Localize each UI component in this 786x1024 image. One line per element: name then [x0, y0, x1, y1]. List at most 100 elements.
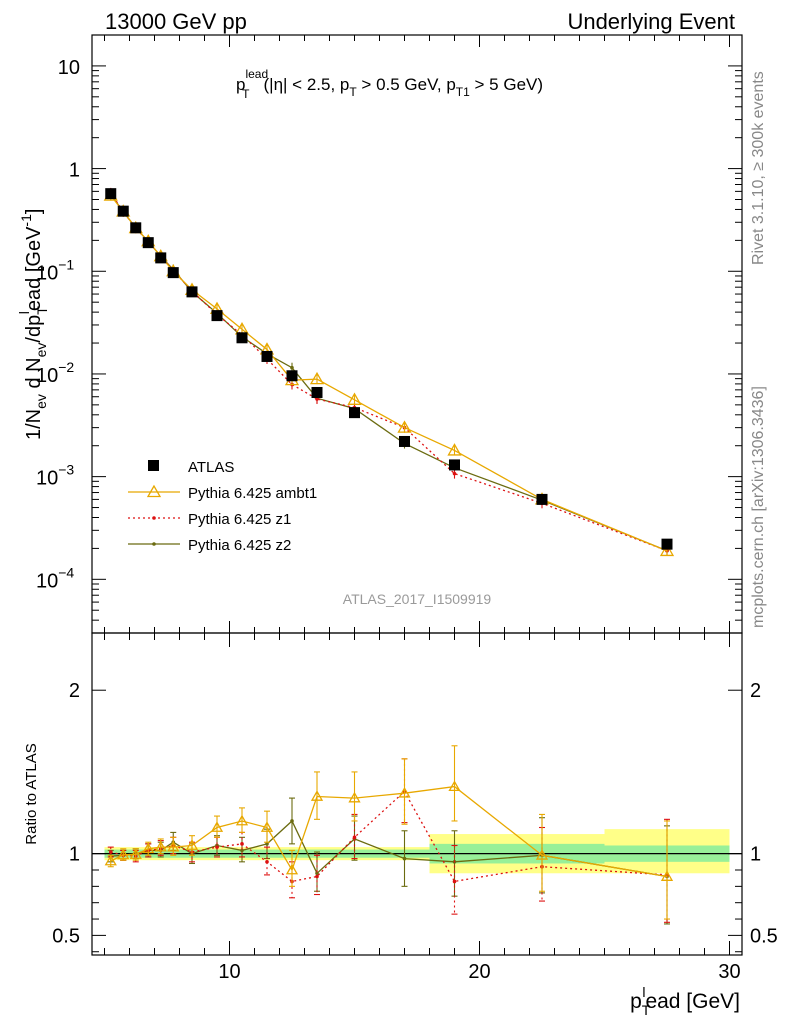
- ylabel-ev: ev: [33, 394, 49, 409]
- atlas-marker: [155, 252, 167, 264]
- main-y-tick-labels: 10 1 10−1 10−2 10−3 10−4: [36, 57, 80, 592]
- z1-marker: [265, 860, 269, 864]
- ambt1-marker: [146, 484, 162, 498]
- z1-marker: [452, 471, 457, 476]
- main-y-tick-label: 10−1: [36, 256, 74, 284]
- ratio-y-tick-label-right: 1: [750, 844, 761, 866]
- ambt1-marker: [347, 392, 362, 405]
- ambt1-marker: [660, 870, 674, 881]
- ratio-x-axis-label: pTlead [GeV]: [630, 984, 740, 1018]
- ylabel-e: ]: [23, 209, 45, 215]
- ratio-y-tick-label: 0.5: [52, 925, 80, 947]
- xlabel-T: T: [642, 1002, 651, 1018]
- main-y-tick-label: 10: [58, 57, 80, 79]
- ambt1-marker: [659, 543, 675, 557]
- atlas-marker: [117, 205, 129, 217]
- ratio-y-tick-label: 2: [69, 680, 80, 702]
- header-right: Underlying Event: [567, 9, 735, 34]
- ambt1-marker: [185, 839, 199, 850]
- ylabel-T: T: [34, 306, 50, 315]
- ylabel-b: d N: [23, 357, 45, 394]
- ylabel-a: 1/N: [23, 409, 45, 440]
- z1-marker: [315, 874, 319, 879]
- ratio-x-tick-label: 20: [468, 961, 490, 983]
- title-body1: (|η| < 2.5, p: [264, 75, 350, 94]
- main-series-layer: [103, 187, 675, 557]
- ylabel-ev2: ev: [33, 343, 49, 358]
- ratio-tick-labels: 2 2 1 1 0.5 0.5 10 20 30: [52, 680, 778, 983]
- z2-marker: [290, 365, 294, 370]
- atlas-marker: [130, 222, 142, 234]
- atlas-marker: [661, 538, 673, 550]
- ambt1-marker: [398, 786, 411, 798]
- legend-atlas-swatch: [148, 460, 159, 471]
- atlas-marker: [105, 188, 117, 200]
- legend: ATLAS Pythia 6.425 ambt1 Pythia 6.425 z1 Py…: [128, 459, 317, 554]
- title-body2: > 0.5 GeV, p: [357, 75, 456, 94]
- ylabel-m1: -1: [18, 214, 34, 227]
- title-p: p: [236, 75, 245, 94]
- ambt1-marker: [117, 848, 130, 860]
- atlas-marker: [349, 407, 360, 419]
- ambt1-marker: [448, 780, 461, 792]
- z1-marker: [215, 845, 219, 849]
- main-y-tick-label: 10−4: [36, 564, 74, 592]
- ratio-x-tick-label: 10: [218, 961, 240, 983]
- atlas-marker: [399, 435, 410, 447]
- main-title: plead T (|η| < 2.5, pT > 0.5 GeV, pT1 > 5 …: [236, 67, 543, 101]
- z2-marker: [152, 542, 156, 546]
- header-left: 13000 GeV pp: [105, 9, 247, 34]
- ambt1-marker: [310, 790, 324, 801]
- atlas-marker: [286, 370, 298, 382]
- main-y-tick-label: 1: [69, 160, 80, 182]
- ratio-x-tick-label: 30: [718, 961, 740, 983]
- z2-marker: [240, 848, 244, 853]
- ylabel-d: ead [GeV: [23, 226, 45, 311]
- ambt1-marker: [447, 443, 462, 456]
- title-body3: > 5 GeV): [470, 75, 543, 94]
- xlabel-l: l: [642, 984, 645, 1000]
- main-grid-ticks: [92, 34, 742, 634]
- main-y-tick-label: 10−3: [36, 462, 74, 490]
- z1-marker: [108, 850, 113, 854]
- ambt1-marker: [309, 371, 325, 385]
- main-y-tick-label: 10−2: [36, 359, 74, 387]
- ambt1-marker: [104, 854, 117, 866]
- atlas-marker: [211, 310, 223, 322]
- atlas-marker: [142, 237, 154, 249]
- z1-marker: [152, 516, 156, 520]
- z2-marker: [402, 856, 407, 861]
- ambt1-marker: [210, 821, 224, 832]
- ambt1-marker: [235, 814, 249, 826]
- ambt1-marker: [535, 848, 549, 860]
- atlas-marker: [186, 286, 198, 298]
- atlas-marker: [311, 386, 323, 398]
- atlas-marker: [236, 332, 248, 344]
- ratio-panel: 2 2 1 1 0.5 0.5 10 20 30 Ratio to ATLAS pTlead […: [23, 632, 778, 1018]
- title-T1: T1: [456, 85, 470, 99]
- ambt1-marker: [348, 791, 361, 803]
- atlas-marker: [536, 493, 548, 505]
- ylabel-l: l: [16, 311, 32, 314]
- z1-marker: [352, 835, 357, 840]
- title-lead: lead: [245, 67, 268, 81]
- ratio-plot-frame: [91, 632, 743, 956]
- z2-marker: [315, 871, 319, 876]
- ratio-ticks: [92, 633, 742, 955]
- title-T2: T: [349, 85, 357, 99]
- legend-ambt1-label: Pythia 6.425 ambt1: [188, 485, 317, 502]
- ratio-y-tick-label: 1: [69, 844, 80, 866]
- mcplots-label: mcplots.cern.ch [arXiv:1306.3436]: [750, 386, 767, 628]
- z1-marker: [452, 879, 457, 884]
- legend-atlas-label: ATLAS: [188, 459, 234, 476]
- ambt1-marker: [397, 420, 412, 433]
- analysis-id-label: ATLAS_2017_I1509919: [343, 591, 492, 607]
- legend-z2-label: Pythia 6.425 z2: [188, 537, 291, 554]
- atlas-marker: [261, 350, 273, 362]
- ratio-series-layer: [104, 745, 674, 925]
- xlabel-p: p: [630, 990, 642, 1013]
- rivet-label: Rivet 3.1.10, ≥ 300k events: [750, 71, 767, 265]
- ambt1-marker: [142, 842, 155, 854]
- ambt1-marker: [154, 840, 167, 852]
